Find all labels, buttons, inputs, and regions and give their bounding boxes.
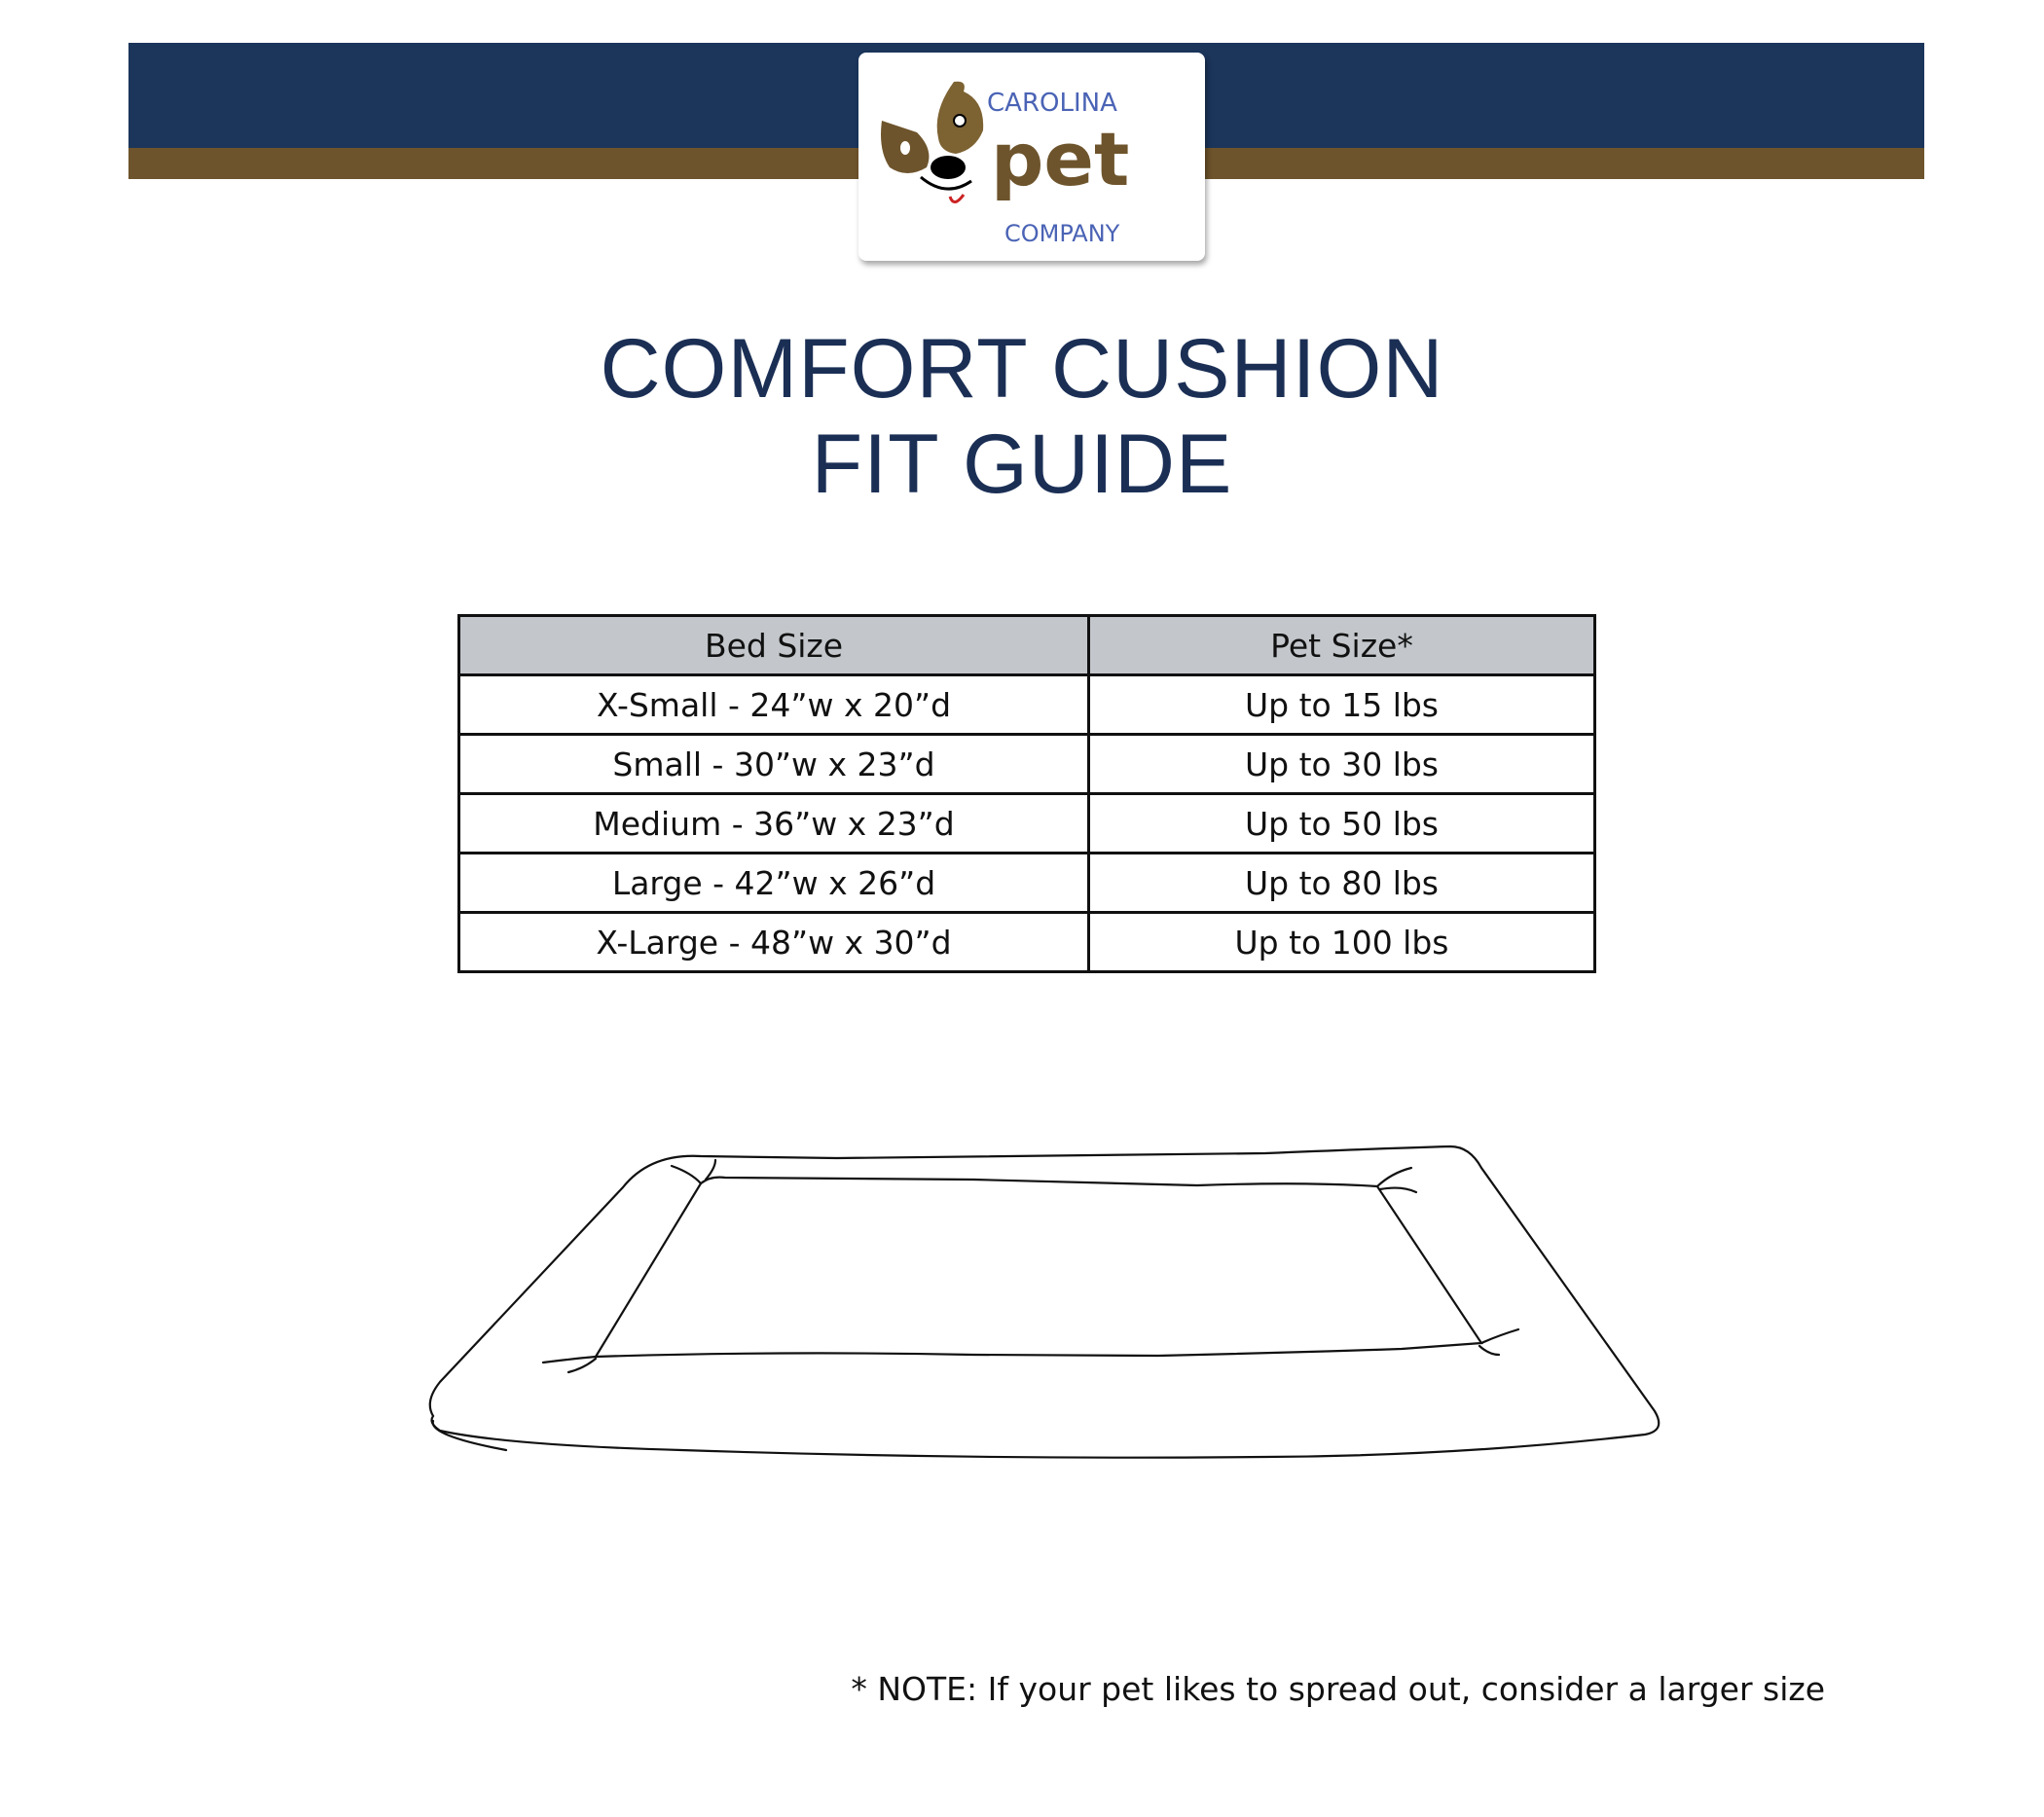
dog-logo-icon: CAROLINA pet COMPANY <box>881 81 1129 247</box>
table-header-row: Bed Size Pet Size* <box>457 614 1596 676</box>
header-bed-size: Bed Size <box>457 614 1090 676</box>
title-line-1: COMFORT CUSHION <box>600 322 1444 416</box>
pet-size-cell: Up to 30 lbs <box>1087 733 1596 795</box>
bed-size-cell: X-Large - 48”w x 30”d <box>457 911 1090 973</box>
table-row: X-Small - 24”w x 20”d Up to 15 lbs <box>457 673 1596 736</box>
table-row: Medium - 36”w x 23”d Up to 50 lbs <box>457 792 1596 854</box>
page-title: COMFORT CUSHION FIT GUIDE <box>0 321 2044 512</box>
bed-size-cell: Small - 30”w x 23”d <box>457 733 1090 795</box>
header-pet-size: Pet Size* <box>1087 614 1596 676</box>
title-line-2: FIT GUIDE <box>811 418 1233 511</box>
footnote: * NOTE: If your pet likes to spread out,… <box>851 1670 1825 1708</box>
pet-size-cell: Up to 15 lbs <box>1087 673 1596 736</box>
logo-text-pet: pet <box>991 116 1129 202</box>
brand-logo: CAROLINA pet COMPANY <box>858 53 1205 261</box>
bed-size-cell: X-Small - 24”w x 20”d <box>457 673 1090 736</box>
fit-guide-table: Bed Size Pet Size* X-Small - 24”w x 20”d… <box>457 614 1596 973</box>
logo-text-carolina: CAROLINA <box>987 89 1117 118</box>
logo-text-company: COMPANY <box>1004 220 1120 247</box>
bed-size-cell: Large - 42”w x 26”d <box>457 852 1090 914</box>
pet-size-cell: Up to 50 lbs <box>1087 792 1596 854</box>
pet-size-cell: Up to 100 lbs <box>1087 911 1596 973</box>
table-row: X-Large - 48”w x 30”d Up to 100 lbs <box>457 911 1596 973</box>
table-row: Small - 30”w x 23”d Up to 30 lbs <box>457 733 1596 795</box>
table-row: Large - 42”w x 26”d Up to 80 lbs <box>457 852 1596 914</box>
pet-size-cell: Up to 80 lbs <box>1087 852 1596 914</box>
bed-size-cell: Medium - 36”w x 23”d <box>457 792 1090 854</box>
